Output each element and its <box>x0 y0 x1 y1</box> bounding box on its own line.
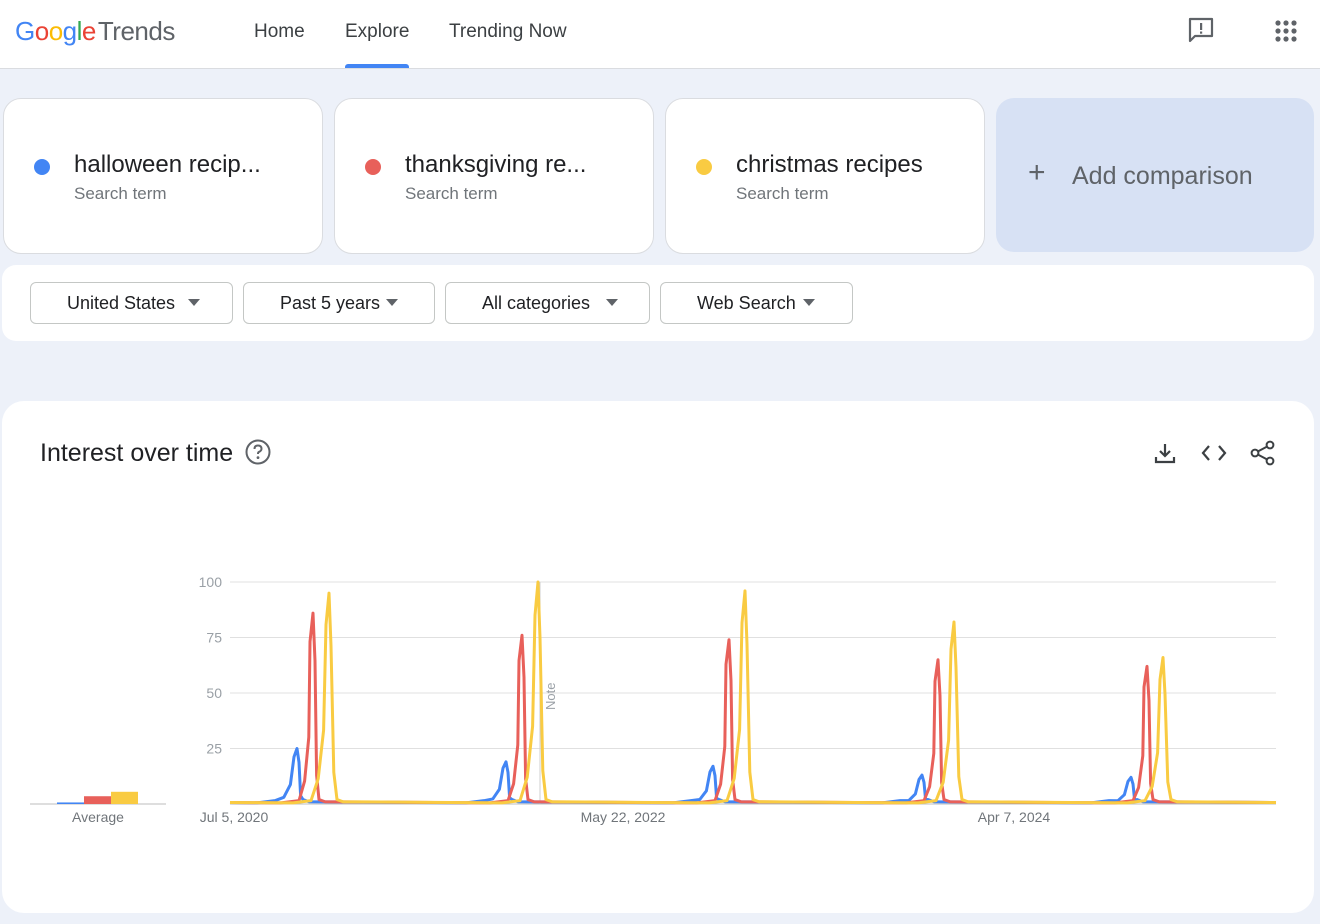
nav-tab-trending-now[interactable]: Trending Now <box>449 21 567 42</box>
feedback-icon[interactable] <box>1187 16 1215 49</box>
filter-search-type[interactable]: Web Search <box>660 282 853 324</box>
filter-label: United States <box>67 293 176 313</box>
series-color-dot <box>34 159 50 175</box>
term-type: Search term <box>405 184 498 203</box>
average-label: Average <box>72 809 124 825</box>
filter-bar: United States Past 5 years All categorie… <box>2 265 1314 341</box>
x-axis-label: Jul 5, 2020 <box>200 809 269 825</box>
y-tick-label: 50 <box>206 685 222 701</box>
filter-time-range[interactable]: Past 5 years <box>243 282 435 324</box>
help-circle-icon[interactable] <box>245 439 271 470</box>
logo-trends-text: Trends <box>97 16 175 46</box>
series-line <box>229 611 1277 805</box>
term-card-2[interactable]: thanksgiving re... Search term <box>334 98 654 254</box>
add-comparison-button[interactable]: + Add comparison <box>996 98 1314 252</box>
nav-tab-home[interactable]: Home <box>254 21 305 42</box>
term-card-3[interactable]: christmas recipes Search term <box>665 98 985 254</box>
share-icon[interactable] <box>1250 440 1276 471</box>
logo-letter: o <box>34 16 49 46</box>
logo-letter: G <box>15 16 35 46</box>
series-color-dot <box>365 159 381 175</box>
average-bar <box>84 796 111 804</box>
caret-down-icon <box>606 299 618 306</box>
filter-label: Past 5 years <box>280 293 381 313</box>
term-type: Search term <box>74 184 167 203</box>
caret-down-icon <box>803 299 815 306</box>
series-line <box>229 580 1277 805</box>
y-tick-label: 75 <box>206 630 222 646</box>
google-trends-logo[interactable]: GoogleTrends <box>15 16 175 47</box>
caret-down-icon <box>188 299 200 306</box>
x-axis-label: May 22, 2022 <box>581 809 666 825</box>
term-card-1[interactable]: halloween recip... Search term <box>3 98 323 254</box>
panel-title: Interest over time <box>40 439 234 467</box>
plus-icon: + <box>1028 156 1046 189</box>
add-comparison-label: Add comparison <box>1072 162 1253 190</box>
filter-location[interactable]: United States <box>30 282 233 324</box>
logo-letter: l <box>76 16 83 46</box>
caret-down-icon <box>386 299 398 306</box>
top-bar: GoogleTrends Home Explore Trending Now <box>0 0 1320 69</box>
nav-tab-explore[interactable]: Explore <box>345 0 410 68</box>
filter-category[interactable]: All categories <box>445 282 650 324</box>
term-name[interactable]: halloween recip... <box>74 151 261 178</box>
y-tick-label: 25 <box>206 741 222 757</box>
filter-label: Web Search <box>697 293 796 313</box>
logo-letter: g <box>62 16 77 46</box>
apps-grid-icon[interactable] <box>1275 20 1297 47</box>
term-name[interactable]: christmas recipes <box>736 151 923 178</box>
average-bar <box>57 802 84 804</box>
x-axis-label: Apr 7, 2024 <box>978 809 1051 825</box>
logo-letter: o <box>48 16 63 46</box>
average-bar <box>111 791 138 804</box>
logo-letter: e <box>81 16 96 46</box>
term-type: Search term <box>736 184 829 203</box>
y-tick-label: 100 <box>199 574 223 590</box>
series-line <box>229 747 1277 805</box>
interest-over-time-panel: Interest over time 100 75 50 25 Note Jul 5, 2… <box>2 401 1314 913</box>
term-name[interactable]: thanksgiving re... <box>405 151 587 178</box>
download-icon[interactable] <box>1153 441 1177 470</box>
interest-chart: 100 75 50 25 Note Jul 5, 2020 May 22, 2022 Apr … <box>30 574 1277 825</box>
filter-label: All categories <box>482 293 591 313</box>
note-label: Note <box>543 683 558 710</box>
embed-code-icon[interactable] <box>1201 442 1227 469</box>
series-color-dot <box>696 159 712 175</box>
